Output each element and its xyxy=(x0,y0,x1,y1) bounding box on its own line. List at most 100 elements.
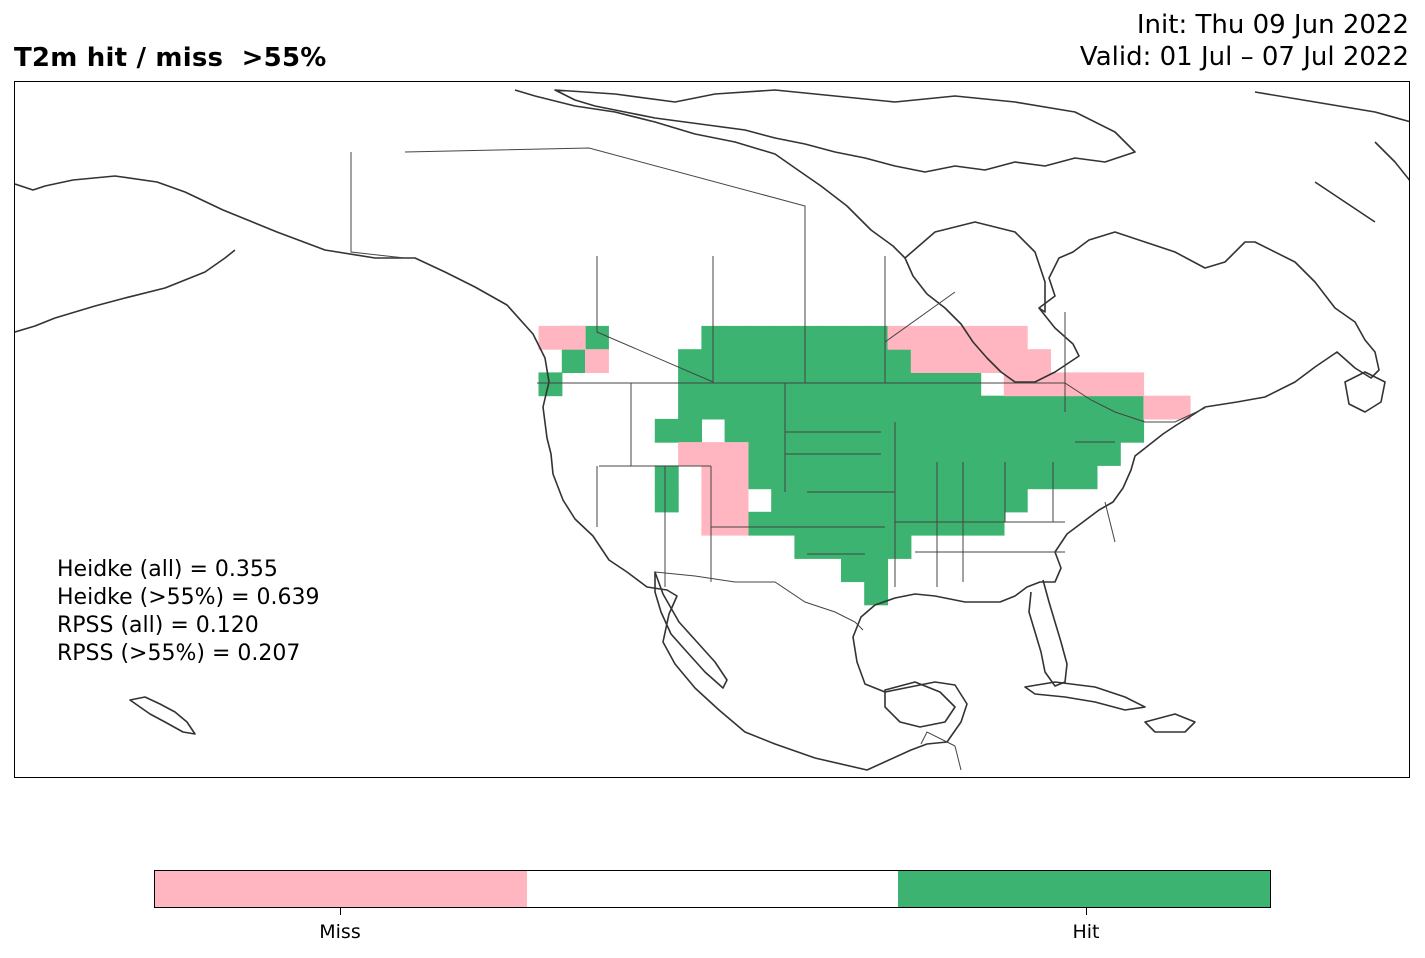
hit-cell xyxy=(538,372,563,397)
hit-cell xyxy=(724,325,749,350)
hit-cell xyxy=(1120,395,1145,420)
miss-cell xyxy=(1120,372,1145,397)
hit-cell xyxy=(747,325,772,350)
map-panel xyxy=(14,81,1410,778)
hit-cell xyxy=(794,511,819,536)
hit-cell xyxy=(747,418,772,443)
hit-cell xyxy=(957,372,982,397)
hit-cell xyxy=(771,372,796,397)
hit-cell xyxy=(654,465,679,490)
hit-cell xyxy=(701,395,726,420)
colorbar-tick-miss xyxy=(340,908,341,915)
miss-cell xyxy=(934,325,958,350)
hit-cell xyxy=(678,349,702,373)
colorbar-segment-neutral xyxy=(526,871,899,907)
hit-cell xyxy=(1003,395,1028,420)
hit-cell xyxy=(980,418,1005,443)
hit-cell xyxy=(934,488,958,513)
hit-cell xyxy=(794,418,819,443)
miss-cell xyxy=(1050,372,1075,397)
hit-cell xyxy=(771,349,796,373)
init-date: Init: Thu 09 Jun 2022 xyxy=(1136,10,1409,40)
coastline-north-america xyxy=(15,89,1380,771)
hit-cell xyxy=(980,511,1005,536)
hit-cell xyxy=(887,372,912,397)
miss-cell xyxy=(701,488,726,513)
hit-cell xyxy=(841,511,865,536)
hit-cell xyxy=(864,325,889,350)
hit-cell xyxy=(887,511,912,536)
hit-cell xyxy=(1096,442,1121,466)
hit-cell xyxy=(771,511,796,536)
rpss-all: RPSS (all) = 0.120 xyxy=(57,613,259,638)
hit-cell xyxy=(585,325,609,350)
border-alaska xyxy=(350,152,406,259)
hit-cell xyxy=(817,488,842,513)
hit-cell xyxy=(864,558,889,583)
heidke-all: Heidke (all) = 0.355 xyxy=(57,557,278,582)
hit-miss-grid xyxy=(538,325,1191,606)
miss-cell xyxy=(1027,372,1051,397)
miss-cell xyxy=(980,349,1005,373)
hit-cell xyxy=(957,465,982,490)
hit-cell xyxy=(1073,395,1098,420)
miss-cell xyxy=(910,349,935,373)
miss-cell xyxy=(585,349,609,373)
hit-cell xyxy=(1096,395,1121,420)
hit-cell xyxy=(771,418,796,443)
hit-cell xyxy=(841,488,865,513)
hit-cell xyxy=(794,488,819,513)
hit-cell xyxy=(654,418,679,443)
colorbar-label-miss: Miss xyxy=(319,921,361,943)
hit-cell xyxy=(1027,442,1051,466)
hit-cell xyxy=(864,488,889,513)
miss-cell xyxy=(1166,395,1191,420)
hit-cell xyxy=(980,488,1005,513)
hit-cell xyxy=(1027,395,1051,420)
political-borders xyxy=(350,147,1206,771)
coastline-hispaniola xyxy=(1144,713,1196,733)
hit-cell xyxy=(841,325,865,350)
miss-cell xyxy=(1096,372,1121,397)
hit-cell xyxy=(841,558,865,583)
coastline-aleutians xyxy=(15,249,236,333)
hit-cell xyxy=(771,442,796,466)
miss-cell xyxy=(957,349,982,373)
miss-cell xyxy=(701,511,726,536)
border-central-america xyxy=(920,731,962,771)
valid-period: Valid: 01 Jul – 07 Jul 2022 xyxy=(1079,42,1409,72)
hit-cell xyxy=(864,581,889,606)
skill-scores: Heidke (all) = 0.355 Heidke (>55%) = 0.6… xyxy=(57,556,320,668)
hit-cell xyxy=(724,372,749,397)
hit-cell xyxy=(817,349,842,373)
miss-cell xyxy=(724,511,749,536)
hit-cell xyxy=(724,418,749,443)
hit-cell xyxy=(957,442,982,466)
rpss-above-55: RPSS (>55%) = 0.207 xyxy=(57,641,301,666)
miss-cell xyxy=(724,442,749,466)
border-us-states xyxy=(596,383,1116,587)
hit-cell xyxy=(864,511,889,536)
hit-cell xyxy=(910,418,935,443)
hit-cell xyxy=(934,418,958,443)
border-canada-provinces xyxy=(404,147,1066,412)
hit-cell xyxy=(794,465,819,490)
hit-cell xyxy=(1003,465,1028,490)
hit-cell xyxy=(980,395,1005,420)
hit-cell xyxy=(841,372,865,397)
hit-cell xyxy=(910,442,935,466)
colorbar-segment-hit xyxy=(898,871,1271,907)
miss-cell xyxy=(887,325,912,350)
coastline-greenland xyxy=(1254,91,1409,223)
miss-cell xyxy=(1143,395,1168,420)
hit-cell xyxy=(910,395,935,420)
hit-cell xyxy=(771,488,796,513)
heidke-above-55: Heidke (>55%) = 0.639 xyxy=(57,585,320,610)
hit-cell xyxy=(957,418,982,443)
hit-cell xyxy=(934,395,958,420)
hit-cell xyxy=(817,395,842,420)
legend-colorbar xyxy=(154,870,1271,908)
hit-cell xyxy=(817,511,842,536)
hit-cell xyxy=(887,418,912,443)
hit-cell xyxy=(747,442,772,466)
